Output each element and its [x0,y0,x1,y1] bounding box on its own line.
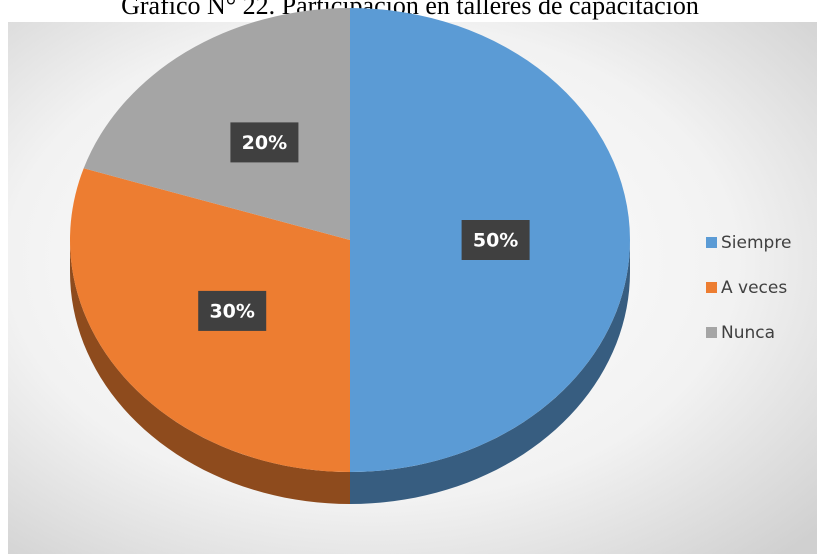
slice-side [350,240,630,504]
slice-side [70,240,350,504]
chart-title: Gráfico N° 22. Participación en talleres… [121,0,699,20]
data-label-box [230,122,299,163]
legend-swatch [706,327,717,338]
legend-swatch [706,282,717,293]
legend-swatch [706,237,717,248]
data-label-box [461,220,530,260]
data-label: 30% [209,300,254,322]
pie-slice [83,8,351,240]
data-label-box [198,290,267,331]
legend-label: Siempre [721,233,791,253]
legend-label: Nunca [721,323,775,343]
legend-label: A veces [721,278,787,298]
data-label: 20% [242,132,287,154]
data-label: 50% [473,230,518,252]
